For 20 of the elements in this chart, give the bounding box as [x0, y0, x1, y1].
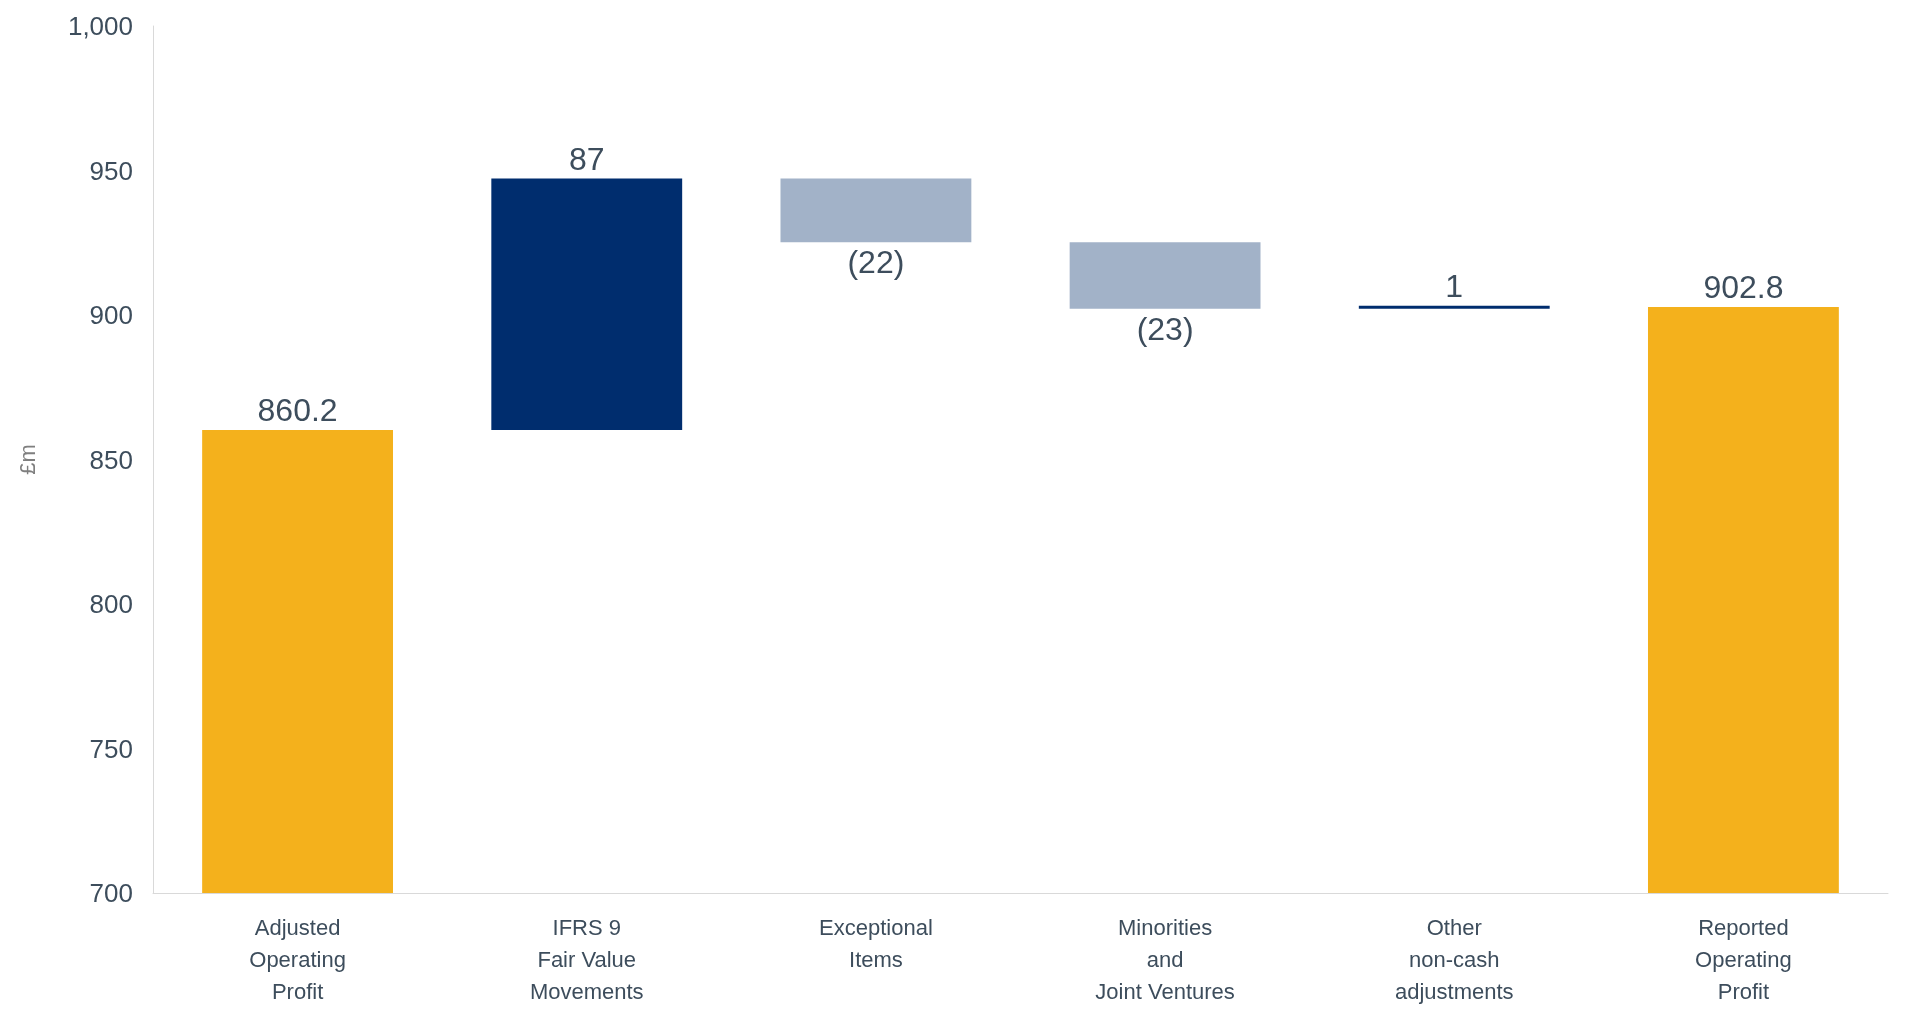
y-tick-label: 750 [89, 733, 133, 764]
y-tick-label: 800 [89, 589, 133, 619]
data-label: 860.2 [257, 392, 338, 429]
x-tick-label: IFRS 9 Fair Value Movements [529, 914, 644, 1004]
data-label: (22) [847, 244, 905, 281]
y-tick-label: 1,000 [67, 11, 133, 41]
x-tick-label: Other non-cash adjustments [1394, 914, 1514, 1004]
y-tick-label: 850 [89, 444, 133, 475]
data-label: 902.8 [1703, 268, 1784, 305]
x-tick-label: Reported Operating Profit [1695, 914, 1792, 1004]
data-label: 87 [568, 140, 605, 177]
x-tick-label: Adjusted Operating Profit [249, 914, 346, 1004]
y-tick-label: 950 [89, 155, 133, 186]
x-tick-label: Exceptional Items [819, 914, 933, 972]
y-tick-label: 900 [89, 300, 133, 330]
x-tick-label: Minorities and Joint Ventures [1095, 914, 1235, 1004]
y-axis-title: £m [14, 444, 40, 475]
data-label: (23) [1136, 310, 1194, 347]
data-label: 1 [1445, 267, 1464, 304]
y-tick-label: 700 [89, 878, 133, 908]
